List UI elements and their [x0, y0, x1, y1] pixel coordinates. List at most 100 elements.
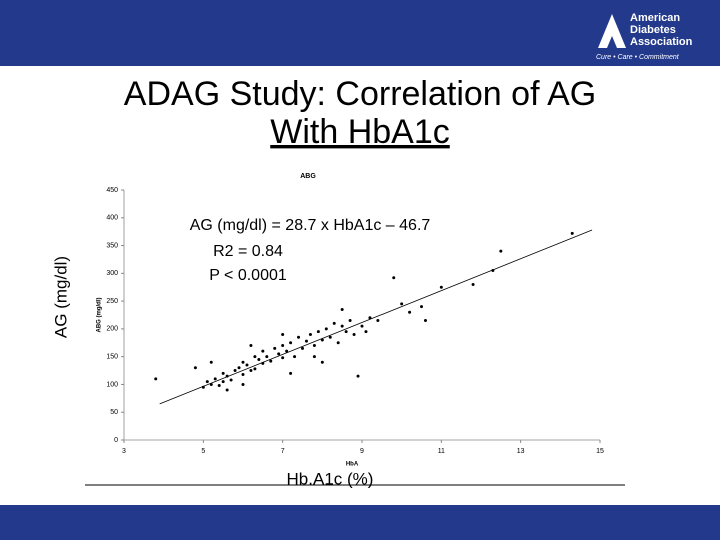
point	[312, 355, 316, 359]
y-tick-label: 300	[106, 270, 118, 277]
point	[320, 338, 324, 342]
logo-text: Association	[630, 36, 693, 48]
point	[225, 388, 229, 392]
point	[344, 330, 348, 334]
point	[253, 367, 257, 371]
annotation: AG (mg/dl) = 28.7 x HbA1c – 46.7	[190, 217, 431, 234]
point	[261, 361, 265, 365]
point	[281, 356, 285, 360]
point	[285, 349, 289, 353]
logo-text: American	[630, 12, 680, 24]
point	[249, 344, 253, 348]
point	[233, 369, 237, 373]
point	[400, 302, 404, 306]
point	[289, 371, 293, 375]
x-axis-label: Hb.A1c (%)	[287, 469, 374, 488]
y-tick-label: 250	[106, 298, 118, 305]
y-axis-label: AG (mg/dl)	[51, 256, 70, 338]
inner-y-label: ABG (mg/dl)	[97, 298, 103, 333]
point	[261, 349, 265, 353]
title: ADAG Study: Correlation of AG	[124, 75, 596, 113]
point	[209, 382, 213, 386]
point	[392, 276, 396, 280]
y-tick-label: 50	[110, 409, 118, 416]
point	[316, 330, 320, 334]
y-tick-label: 400	[106, 215, 118, 222]
point	[356, 374, 360, 378]
point	[277, 352, 281, 356]
annotation: P < 0.0001	[209, 267, 287, 284]
point	[249, 369, 253, 373]
point	[289, 341, 293, 345]
point	[320, 360, 324, 364]
point	[297, 335, 301, 339]
y-tick-label: 100	[106, 381, 118, 388]
point	[570, 231, 574, 235]
point	[308, 332, 312, 336]
point	[213, 377, 217, 381]
point	[265, 355, 269, 359]
point	[499, 249, 503, 253]
point	[312, 344, 316, 348]
point	[209, 360, 213, 364]
x-tick-label: 11	[438, 448, 445, 455]
point	[269, 359, 273, 363]
y-tick-label: 0	[114, 437, 118, 444]
point	[281, 332, 285, 336]
point	[348, 319, 352, 323]
point	[328, 335, 332, 339]
point	[205, 380, 209, 384]
x-tick-label: 13	[517, 448, 525, 455]
point	[253, 355, 257, 359]
logo-triangle	[598, 14, 626, 48]
point	[439, 285, 443, 289]
point	[281, 344, 285, 348]
point	[293, 355, 297, 359]
point	[340, 324, 344, 328]
logo-cut	[607, 36, 617, 48]
point	[241, 382, 245, 386]
point	[336, 341, 340, 345]
point	[221, 371, 225, 375]
point	[241, 372, 245, 376]
point	[229, 378, 233, 382]
header-bar	[0, 0, 720, 66]
point	[154, 377, 158, 381]
point	[193, 366, 197, 370]
point	[225, 374, 229, 378]
x-tick-label: 3	[122, 448, 126, 455]
point	[423, 319, 427, 323]
point	[471, 282, 475, 286]
point	[241, 360, 245, 364]
y-tick-label: 350	[106, 242, 118, 249]
point	[408, 310, 412, 314]
point	[491, 269, 495, 273]
x-tick-label: 15	[596, 448, 604, 455]
point	[368, 316, 372, 320]
point	[420, 305, 423, 309]
trend-line	[159, 229, 593, 405]
point	[364, 330, 368, 334]
point	[245, 363, 249, 367]
y-tick-label: 450	[106, 187, 118, 194]
y-tick-label: 150	[106, 354, 118, 361]
chart-title: ABG	[300, 173, 316, 180]
point	[304, 339, 308, 343]
point	[221, 380, 225, 384]
point	[257, 357, 261, 361]
point	[352, 332, 356, 336]
point	[217, 384, 221, 388]
point	[324, 327, 328, 331]
title: With HbA1c	[270, 113, 450, 151]
y-tick-label: 200	[106, 326, 118, 333]
logo-text: Diabetes	[630, 24, 676, 36]
point	[376, 319, 380, 323]
x-tick-label: 7	[281, 448, 285, 455]
point	[201, 385, 205, 389]
logo-tagline: Cure • Care • Commitment	[596, 54, 680, 61]
x-tick-label: 9	[360, 448, 364, 455]
inner-x-label: HbA	[346, 462, 359, 468]
plot: 0 50 100 150 200 250 300 350 400 450 3 5 7 9 11 13 15	[106, 187, 604, 455]
x-tick-label: 5	[201, 448, 205, 455]
